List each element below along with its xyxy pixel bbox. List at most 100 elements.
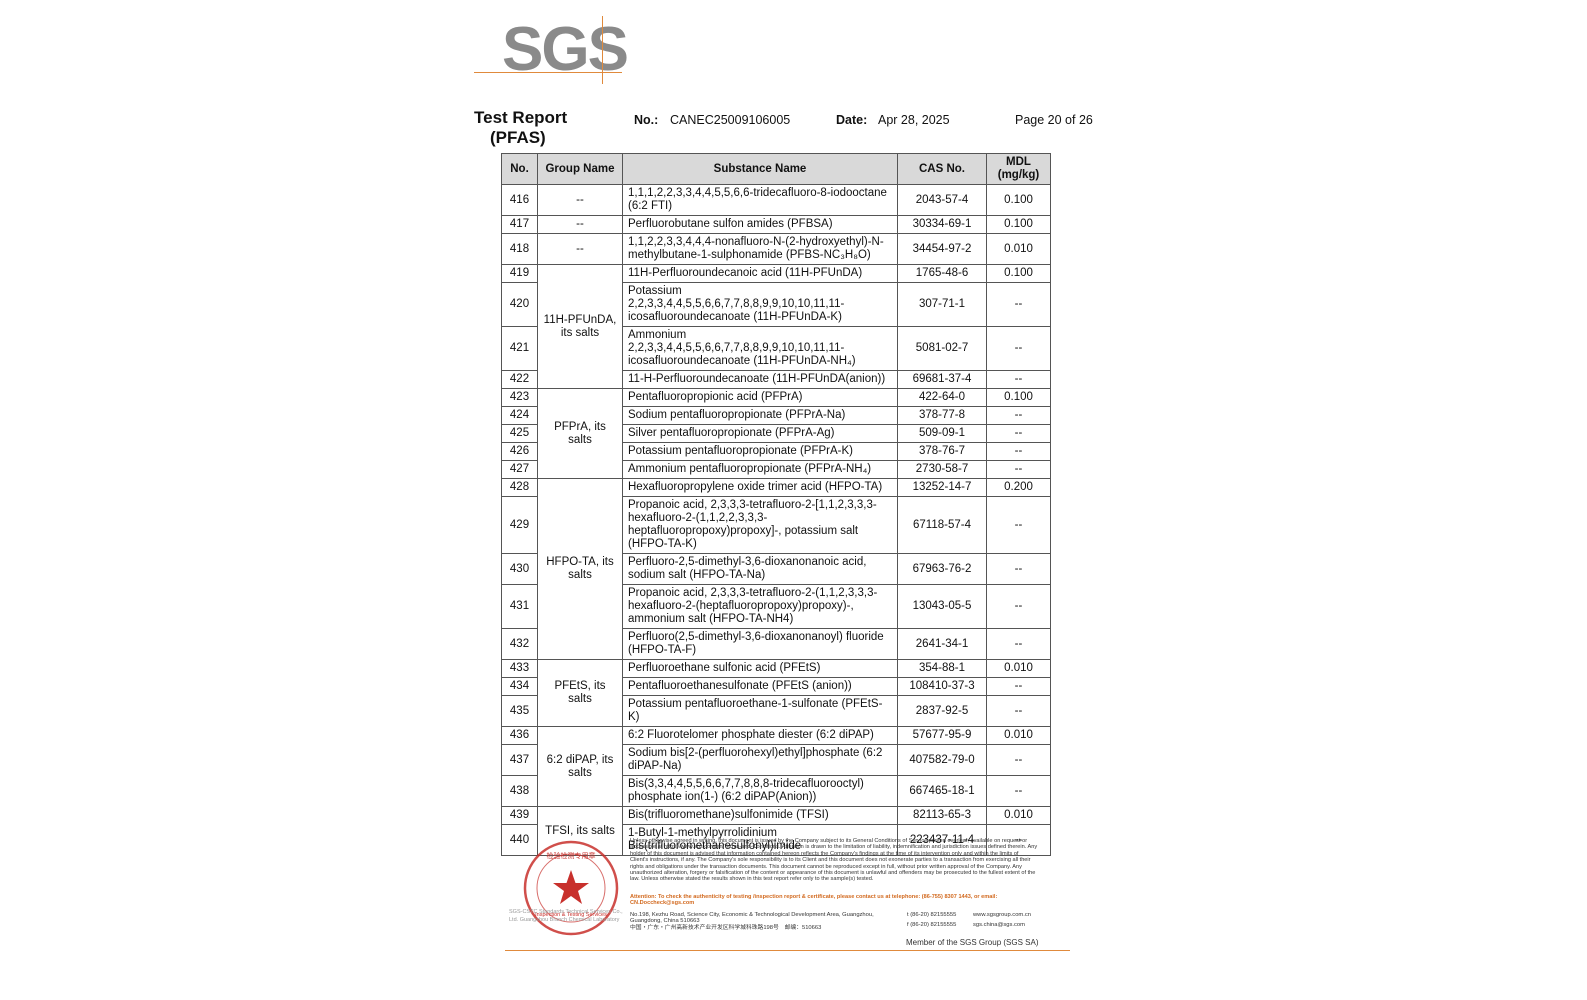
row-number: 428 (501, 478, 538, 497)
substance-table: No. Group Name Substance Name CAS No. MDL (m… (501, 153, 1051, 856)
mdl-value: -- (986, 282, 1051, 327)
logo: SGS (502, 15, 629, 84)
cas-number: 108410-37-3 (897, 677, 987, 696)
substance-name: 6:2 Fluorotelomer phosphate diester (6:2… (622, 726, 898, 745)
row-number: 438 (501, 775, 538, 807)
column-header: MDL (mg/kg) (986, 153, 1051, 185)
table-row: 430 Perfluoro-2,5-dimethyl-3,6-dioxanonan… (501, 553, 1051, 585)
substance-name: 1,1,2,2,3,3,4,4,4-nonafluoro-N-(2-hydrox… (622, 233, 898, 265)
substance-name: Bis(trifluoromethane)sulfonimide (TFSI) (622, 806, 898, 825)
substance-name: Ammonium 2,2,3,3,4,4,5,5,6,6,7,7,8,8,9,9… (622, 326, 898, 371)
substance-name: Hexafluoropropylene oxide trimer acid (H… (622, 478, 898, 497)
cas-number: 34454-97-2 (897, 233, 987, 265)
table-row: 436 6:2 diPAP, its salts 6:2 Fluorotelomer… (501, 726, 1051, 807)
row-number: 430 (501, 553, 538, 585)
row-number: 434 (501, 677, 538, 696)
row-number: 426 (501, 442, 538, 461)
row-number: 416 (501, 184, 538, 216)
report-date: Apr 28, 2025 (878, 113, 950, 127)
stamp-text: 检验检测专用章 (547, 851, 596, 860)
mdl-value: -- (986, 326, 1051, 371)
row-number: 437 (501, 744, 538, 776)
cas-number: 1765-48-6 (897, 264, 987, 283)
date-label: Date: (836, 113, 868, 127)
column-header: Group Name (537, 153, 623, 185)
table-row: 438 Bis(3,3,4,4,5,5,6,6,7,7,8,8,8-trideca… (501, 775, 1051, 807)
substance-name: Pentafluoroethanesulfonate (PFEtS (anion… (622, 677, 898, 696)
mdl-value: -- (986, 424, 1051, 443)
mdl-value: -- (986, 628, 1051, 660)
table-row: 428 HFPO-TA, its salts Hexafluoropropylene… (501, 478, 1051, 660)
cas-number: 422-64-0 (897, 388, 987, 407)
cas-number: 82113-65-3 (897, 806, 987, 825)
table-row: 422 11-H-Perfluoroundecanoate (11H-PFUnDA… (501, 370, 1051, 389)
group-name: PFEtS, its salts (537, 659, 623, 727)
substance-name: 1,1,1,2,2,3,3,4,4,5,5,6,6-tridecafluoro-… (622, 184, 898, 216)
substance-name: Silver pentafluoropropionate (PFPrA-Ag) (622, 424, 898, 443)
mdl-value: -- (986, 370, 1051, 389)
report-subtitle: (PFAS) (490, 128, 546, 147)
cas-number: 223437-11-4 (897, 824, 987, 856)
row-number: 432 (501, 628, 538, 660)
cas-number: 69681-37-4 (897, 370, 987, 389)
cas-number: 57677-95-9 (897, 726, 987, 745)
cas-number: 2730-58-7 (897, 460, 987, 479)
table-row: 440 1-Butyl-1-methylpyrrolidinium Bis(tri… (501, 824, 1051, 856)
substance-name: Perfluoroethane sulfonic acid (PFEtS) (622, 659, 898, 678)
cas-number: 2837-92-5 (897, 695, 987, 727)
group-name: 11H-PFUnDA, its salts (537, 264, 623, 389)
mdl-value: -- (986, 584, 1051, 629)
group-name: -- (537, 184, 623, 216)
substance-name: Pentafluoropropionic acid (PFPrA) (622, 388, 898, 407)
group-name: HFPO-TA, its salts (537, 478, 623, 660)
mdl-value: -- (986, 824, 1051, 856)
row-number: 436 (501, 726, 538, 745)
mdl-value: -- (986, 442, 1051, 461)
row-number: 421 (501, 326, 538, 371)
mdl-value: -- (986, 775, 1051, 807)
substance-name: Sodium pentafluoropropionate (PFPrA-Na) (622, 406, 898, 425)
mdl-value: -- (986, 496, 1051, 554)
row-number: 424 (501, 406, 538, 425)
substance-name: Sodium bis[2-(perfluorohexyl)ethyl]phosp… (622, 744, 898, 776)
mdl-value: -- (986, 695, 1051, 727)
row-number: 423 (501, 388, 538, 407)
authenticity-note: Attention: To check the authenticity of … (630, 894, 998, 907)
table-row: 421 Ammonium 2,2,3,3,4,4,5,5,6,6,7,7,8,8,… (501, 326, 1051, 371)
stamp-text: Inspection & Testing Services (535, 912, 607, 918)
table-row: 433 PFEtS, its salts Perfluoroethane sulfo… (501, 659, 1051, 727)
table-row: 437 Sodium bis[2-(perfluorohexyl)ethyl]ph… (501, 744, 1051, 776)
table-row: 416 -- 1,1,1,2,2,3,3,4,4,5,5,6,6-tridecafl… (501, 184, 1051, 216)
row-number: 425 (501, 424, 538, 443)
phone: t (86-20) 82155555 (907, 912, 957, 918)
disclaimer: Unless otherwise agreed in writing, this… (630, 838, 1038, 883)
column-header: No. (501, 153, 538, 185)
no-label: No.: (634, 113, 659, 127)
substance-name: Propanoic acid, 2,3,3,3-tetrafluoro-2-(1… (622, 584, 898, 629)
substance-name: Perfluoro-2,5-dimethyl-3,6-dioxanonanoic… (622, 553, 898, 585)
substance-name: Potassium pentafluoroethane-1-sulfonate … (622, 695, 898, 727)
substance-name: Perfluoro(2,5-dimethyl-3,6-dioxanonanoyl… (622, 628, 898, 660)
table-row: 417 -- Perfluorobutane sulfon amides (PFBS… (501, 215, 1051, 234)
row-number: 420 (501, 282, 538, 327)
group-name: -- (537, 215, 623, 234)
table-row: 429 Propanoic acid, 2,3,3,3-tetrafluoro-2… (501, 496, 1051, 554)
row-number: 429 (501, 496, 538, 554)
mdl-value: 0.010 (986, 659, 1051, 678)
substance-name: Propanoic acid, 2,3,3,3-tetrafluoro-2-[1… (622, 496, 898, 554)
table-row: 423 PFPrA, its salts Pentafluoropropionic … (501, 388, 1051, 479)
mdl-value: -- (986, 677, 1051, 696)
header-row: No. Group Name Substance Name CAS No. MDL (m… (501, 153, 1051, 185)
logo-rule (602, 16, 603, 84)
row-number: 433 (501, 659, 538, 678)
table-row: 439 TFSI, its salts Bis(trifluoromethane)s… (501, 806, 1051, 856)
mdl-value: 0.010 (986, 726, 1051, 745)
mdl-value: -- (986, 406, 1051, 425)
mdl-value: 0.100 (986, 264, 1051, 283)
footer: 检验检测专用章 Inspection & Testing Services SG… (505, 836, 1070, 951)
column-header: CAS No. (897, 153, 987, 185)
cas-number: 13043-05-5 (897, 584, 987, 629)
substance-name: 11H-Perfluoroundecanoic acid (11H-PFUnDA… (622, 264, 898, 283)
table-row: 420 Potassium 2,2,3,3,4,4,5,5,6,6,7,7,8,8… (501, 282, 1051, 327)
